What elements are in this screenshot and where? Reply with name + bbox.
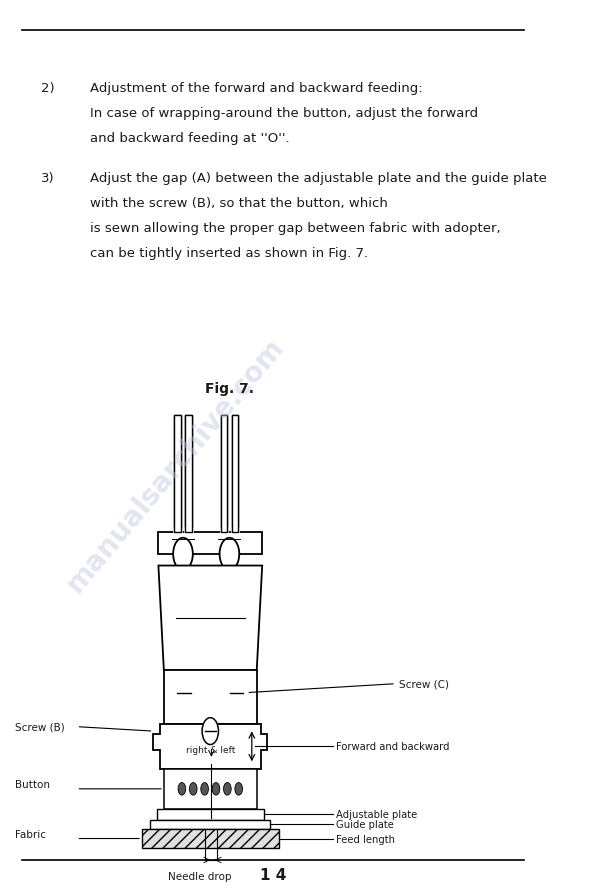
Polygon shape — [164, 670, 257, 724]
Polygon shape — [185, 416, 192, 532]
Polygon shape — [231, 416, 238, 533]
Polygon shape — [158, 566, 262, 670]
Text: 1 4: 1 4 — [260, 867, 286, 881]
Polygon shape — [184, 527, 193, 533]
Text: Screw (B): Screw (B) — [15, 721, 65, 732]
Text: is sewn allowing the proper gap between fabric with adopter,: is sewn allowing the proper gap between … — [90, 222, 501, 235]
Polygon shape — [153, 724, 267, 769]
Text: Screw (C): Screw (C) — [399, 679, 449, 689]
Circle shape — [173, 538, 193, 570]
Polygon shape — [220, 416, 227, 533]
Text: Adjustable plate: Adjustable plate — [336, 809, 417, 820]
Circle shape — [174, 677, 194, 709]
Polygon shape — [220, 527, 228, 533]
Polygon shape — [174, 416, 181, 533]
Polygon shape — [164, 769, 257, 809]
Circle shape — [202, 718, 219, 745]
Text: can be tightly inserted as shown in Fig. 7.: can be tightly inserted as shown in Fig.… — [90, 247, 368, 260]
Text: 2): 2) — [41, 82, 55, 96]
Text: manualsarchive.com: manualsarchive.com — [60, 333, 289, 597]
Polygon shape — [231, 527, 239, 533]
Text: Feed length: Feed length — [336, 833, 395, 844]
Circle shape — [227, 677, 247, 709]
Text: Fabric: Fabric — [15, 829, 46, 839]
Polygon shape — [142, 829, 278, 848]
Polygon shape — [174, 416, 181, 532]
Text: In case of wrapping-around the button, adjust the forward: In case of wrapping-around the button, a… — [90, 107, 478, 121]
Text: with the screw (B), so that the button, which: with the screw (B), so that the button, … — [90, 197, 388, 210]
Circle shape — [212, 783, 220, 796]
Text: Guide plate: Guide plate — [336, 819, 394, 830]
Circle shape — [189, 783, 197, 796]
Circle shape — [178, 783, 186, 796]
Polygon shape — [158, 532, 262, 554]
Text: Adjustment of the forward and backward feeding:: Adjustment of the forward and backward f… — [90, 82, 423, 96]
Text: right & left: right & left — [186, 745, 235, 754]
Polygon shape — [185, 416, 192, 533]
Polygon shape — [231, 416, 238, 532]
Polygon shape — [150, 820, 270, 829]
Text: Forward and backward: Forward and backward — [336, 741, 449, 752]
Polygon shape — [157, 809, 264, 820]
Text: and backward feeding at ''O''.: and backward feeding at ''O''. — [90, 132, 290, 146]
Text: Needle drop: Needle drop — [167, 871, 231, 881]
Text: Adjust the gap (A) between the adjustable plate and the guide plate: Adjust the gap (A) between the adjustabl… — [90, 172, 547, 185]
Circle shape — [220, 538, 239, 570]
Circle shape — [235, 783, 242, 796]
Text: Button: Button — [15, 780, 50, 789]
Polygon shape — [173, 527, 182, 533]
Polygon shape — [220, 416, 227, 532]
Circle shape — [201, 783, 208, 796]
Circle shape — [224, 783, 231, 796]
Text: 3): 3) — [41, 172, 55, 185]
Text: Fig. 7.: Fig. 7. — [205, 382, 254, 396]
